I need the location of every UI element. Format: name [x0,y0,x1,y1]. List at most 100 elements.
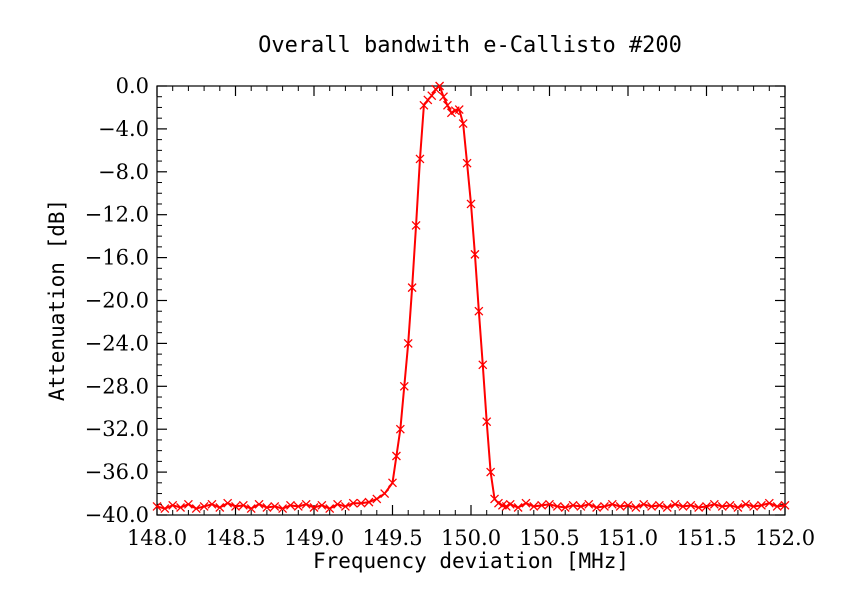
data-point-marker [388,478,397,488]
data-point-marker [702,501,711,511]
data-point-marker [568,500,578,510]
y-tick-labels: 0.0 −4.0 −8.0 −12.0 −16.0 −20.0 −24.0 −28.0 −32.… [85,74,149,527]
data-point-marker [395,424,405,434]
data-point-marker [466,199,476,209]
data-point-marker [458,119,468,128]
data-point-marker [470,249,480,259]
data-point-marker [486,467,496,477]
data-point-marker [439,92,448,102]
data-point-marker [482,417,492,427]
data-point-marker [694,503,704,512]
data-point-marker [191,504,201,514]
data-point-marker [372,494,382,504]
data-point-marker [254,499,264,509]
data-point-marker [599,501,609,511]
data-point-marker [238,500,248,510]
x-tick-label: 150.5 [519,526,579,550]
data-point-marker [686,500,696,510]
data-point-marker [552,501,562,511]
x-tick-label: 151.5 [676,526,736,550]
data-point-marker [356,498,366,508]
data-point-marker [462,158,472,168]
data-point-marker [756,500,766,510]
data-point-marker [380,489,390,499]
data-point-marker [333,499,343,509]
data-point-marker [670,499,680,509]
data-point-marker [709,499,719,509]
data-point-marker [427,91,437,101]
y-tick-label: −16.0 [85,246,149,270]
data-point-marker [647,501,657,511]
x-tick-label: 148.5 [205,526,265,550]
data-point-marker [741,499,751,509]
data-point-marker [764,498,774,508]
data-point-marker [176,503,186,512]
data-point-marker [537,500,547,510]
data-point-marker [639,499,649,509]
data-point-marker [348,498,358,508]
x-tick-labels: 148.0 148.5 149.0 149.5 150.0 150.5 151.0 151.5… [127,526,815,550]
y-tick-label: −24.0 [85,331,149,355]
data-point-marker [183,499,193,509]
data-point-marker [717,501,727,511]
data-point-marker [584,499,594,509]
data-point-marker [592,503,602,512]
y-tick-label: −32.0 [85,417,149,441]
plot-frame [156,85,786,516]
x-tick-label: 148.0 [127,526,187,550]
data-point-marker [725,500,735,510]
chart-title: Overall bandwith e-Callisto #200 [258,33,682,58]
y-axis-label: Attenuation [dB] [45,199,69,401]
data-point-marker [513,503,523,512]
y-tick-label: −36.0 [85,460,149,484]
x-tick-label: 152.0 [755,526,815,550]
attenuation-line [156,84,786,510]
data-point-marker [415,154,425,164]
y-tick-label: −12.0 [85,203,149,227]
data-point-marker [199,501,209,511]
data-point-marker [454,105,464,115]
data-point-marker [403,338,413,348]
y-tick-label: −20.0 [85,289,149,313]
data-point-marker [576,501,586,511]
data-markers [152,81,790,514]
data-point-marker [733,503,743,512]
data-point-marker [364,497,374,507]
y-tick-label: −40.0 [85,503,149,527]
data-point-marker [419,100,429,110]
data-point-marker [442,100,452,110]
data-point-marker [678,501,688,511]
x-tick-label: 151.0 [598,526,658,550]
data-point-marker [246,504,256,514]
data-point-marker [160,504,170,514]
data-point-marker [772,501,782,511]
data-point-marker [152,501,162,511]
data-point-marker [545,499,554,509]
data-point-marker [285,500,295,510]
x-tick-label: 150.0 [441,526,501,550]
data-point-marker [309,503,319,512]
data-point-marker [301,499,311,509]
data-point-marker [278,504,288,514]
axis-ticks [156,85,786,516]
data-point-marker [435,81,445,91]
y-tick-label: −4.0 [98,117,149,141]
x-axis-label: Frequency deviation [MHz] [313,549,629,573]
y-tick-label: −8.0 [98,160,149,184]
y-tick-label: −28.0 [85,374,149,398]
data-point-marker [505,499,515,509]
data-point-marker [231,501,240,511]
data-point-marker [474,306,484,316]
data-point-marker [780,500,790,510]
data-point-marker [223,498,233,508]
data-point-marker [411,220,421,230]
data-point-marker [478,360,488,370]
data-point-marker [293,501,303,511]
x-tick-label: 149.5 [362,526,422,550]
data-point-marker [399,381,409,391]
y-tick-label: 0.0 [116,74,149,98]
data-point-marker [615,501,625,511]
data-point-marker [391,451,401,461]
data-point-marker [607,499,617,509]
